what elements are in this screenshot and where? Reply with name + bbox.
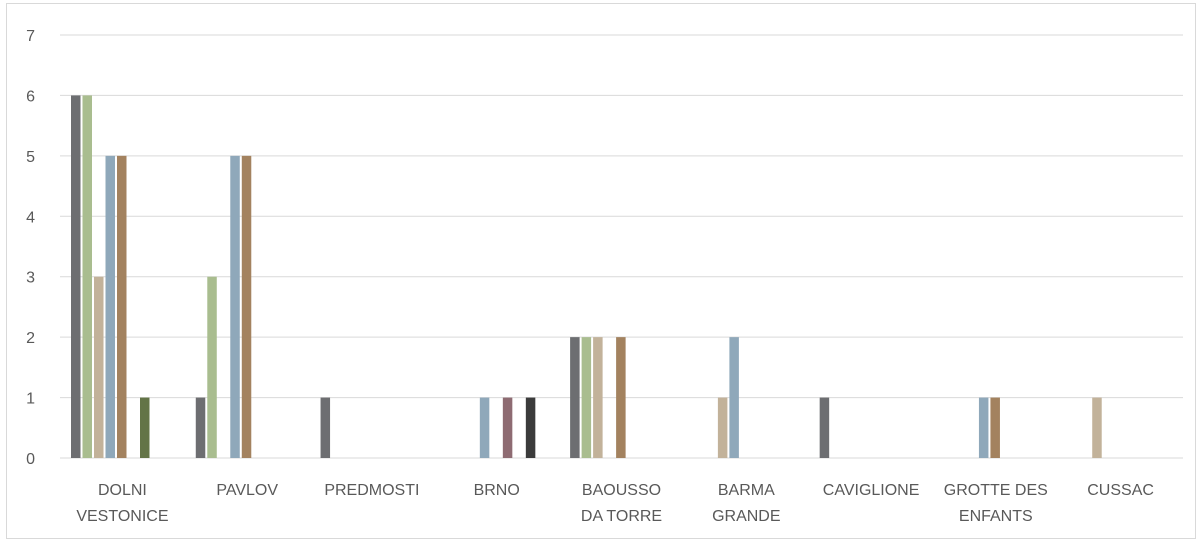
- bar-cat1-series0: [195, 397, 206, 458]
- bar-cat7-series4: [990, 397, 1000, 458]
- y-tick-label: 2: [26, 330, 35, 347]
- category-label: PAVLOV: [216, 482, 278, 499]
- category-label: BAOUSSO DA TORRE: [581, 482, 662, 525]
- y-tick-label: 3: [26, 270, 35, 287]
- bar-cat0-series4: [117, 155, 127, 459]
- category-label-line: PREDMOSTI: [324, 482, 419, 499]
- y-tick-label: 1: [26, 391, 35, 408]
- category-label-line: BAOUSSO: [582, 482, 661, 499]
- bar-cat3-series7: [525, 397, 536, 458]
- category-label-line: BRNO: [474, 482, 520, 499]
- bar-cat5-series2: [717, 397, 728, 458]
- bar-cat0-series2: [94, 276, 104, 458]
- bar-cat3-series5: [502, 397, 513, 458]
- category-label: GROTTE DES ENFANTS: [944, 482, 1048, 525]
- category-label: DOLNI VESTONICE: [76, 482, 168, 525]
- bar-cat2-series0: [320, 397, 331, 458]
- bar-cat4-series4: [616, 337, 626, 458]
- category-label: CAVIGLIONE: [823, 482, 920, 499]
- bar-cat0-series6: [140, 397, 150, 458]
- category-label-line: GROTTE DES: [944, 482, 1048, 499]
- bar-cat7-series3: [978, 397, 989, 458]
- x-axis-categories: DOLNI VESTONICE PAVLOV PREDMOSTI BRNO BAOUSSO…: [76, 482, 1154, 525]
- category-label: BRNO: [474, 482, 520, 499]
- bar-cat1-series4: [241, 155, 252, 459]
- bar-cat6-series0: [819, 397, 830, 458]
- bar-cat0-series0: [71, 95, 81, 459]
- category-label-line: CUSSAC: [1087, 482, 1154, 499]
- category-label-line: VESTONICE: [76, 508, 168, 525]
- y-tick-label: 0: [26, 451, 35, 468]
- bar-cat4-series0: [570, 337, 580, 458]
- y-tick-label: 4: [26, 209, 35, 226]
- category-label-line: PAVLOV: [216, 482, 278, 499]
- bar-cat4-series2: [593, 337, 603, 458]
- category-label-line: CAVIGLIONE: [823, 482, 920, 499]
- category-label-line: DA TORRE: [581, 508, 662, 525]
- bar-cat1-series1: [207, 276, 217, 458]
- y-tick-label: 6: [26, 88, 35, 105]
- category-label-line: BARMA: [718, 482, 775, 499]
- y-tick-label: 7: [26, 28, 35, 45]
- bars: [71, 95, 1102, 459]
- y-axis-ticks: 0 1 2 3 4 5 6 7: [26, 28, 35, 468]
- category-label: BARMA GRANDE: [712, 482, 780, 525]
- y-tick-label: 5: [26, 149, 35, 166]
- category-label: PREDMOSTI: [324, 482, 419, 499]
- bar-cat8-series2: [1092, 397, 1102, 458]
- category-label-line: ENFANTS: [959, 508, 1033, 525]
- bar-cat4-series1: [581, 337, 592, 458]
- bar-cat0-series3: [105, 155, 115, 459]
- category-label-line: GRANDE: [712, 508, 780, 525]
- category-label: CUSSAC: [1087, 482, 1154, 499]
- bar-cat0-series1: [82, 95, 92, 459]
- bar-cat3-series3: [479, 397, 490, 458]
- bar-cat5-series3: [729, 337, 739, 458]
- bar-cat1-series3: [230, 155, 240, 459]
- category-label-line: DOLNI: [98, 482, 147, 499]
